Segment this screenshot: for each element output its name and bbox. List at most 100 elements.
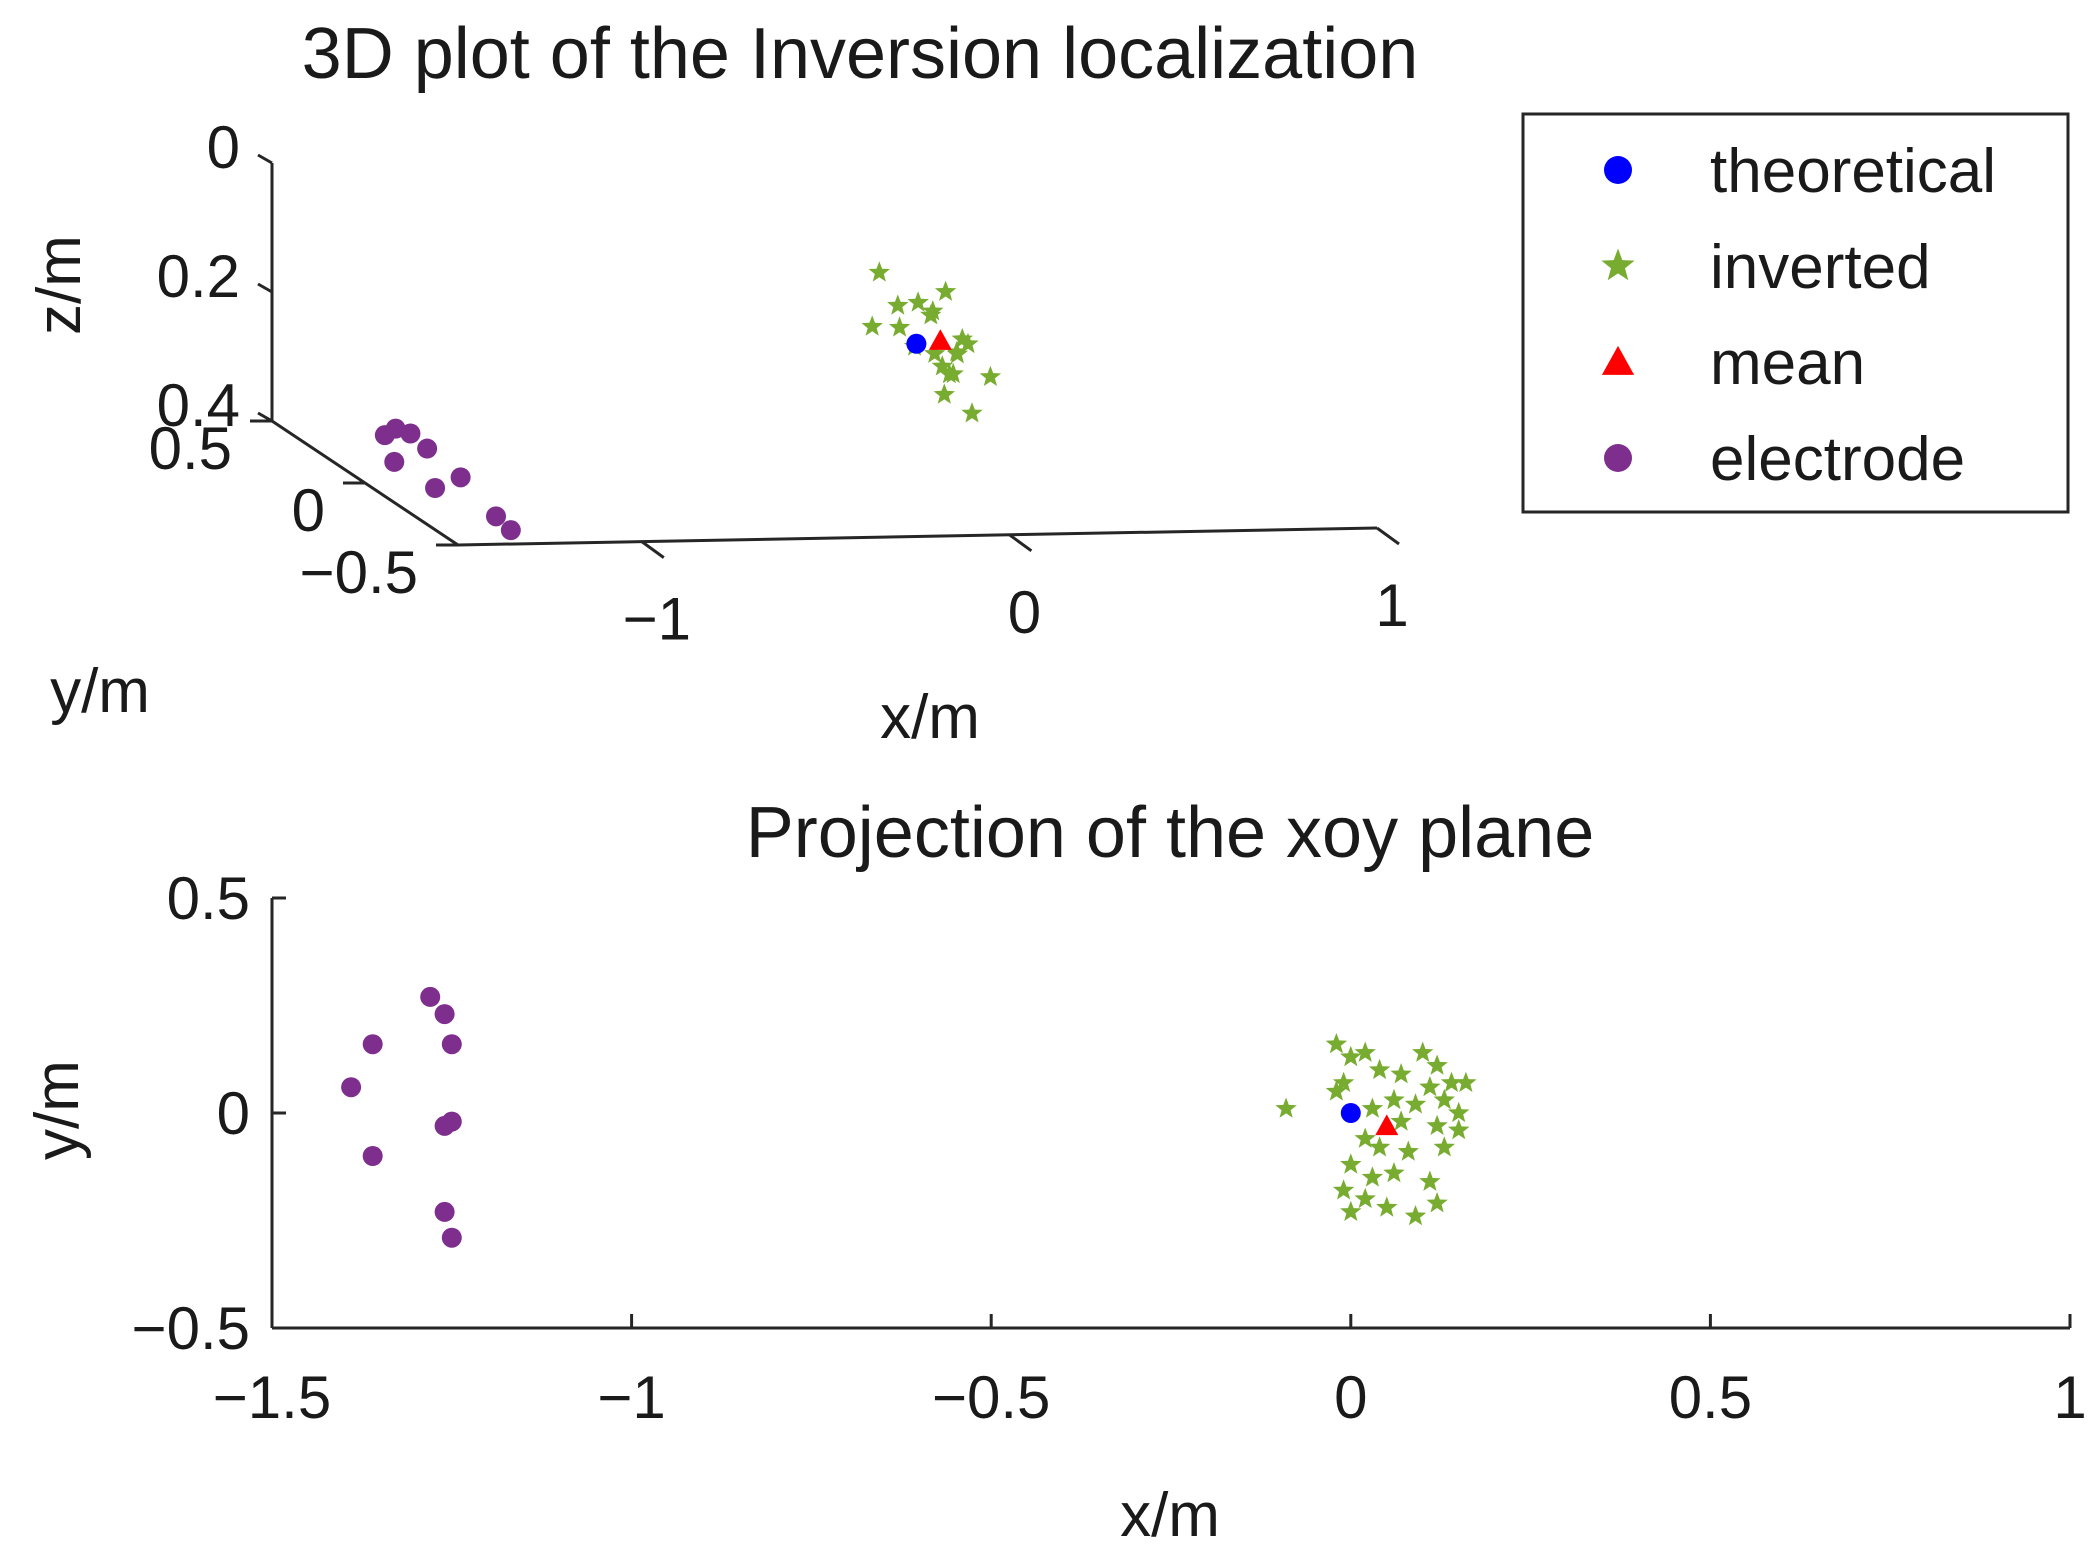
plot-2d-theoretical-point (1340, 1103, 1361, 1123)
plot-3d-inverted-point (933, 383, 955, 404)
plot-3d-theoretical-point (906, 333, 927, 354)
plot-2d-inverted-point (1354, 1187, 1376, 1209)
plot-3d-inverted-point (957, 332, 979, 354)
legend-electrode-label: electrode (1710, 425, 1965, 494)
plot-3d-ztick (257, 411, 273, 423)
plot-2d-inverted-point (1404, 1093, 1427, 1114)
plot-3d-x-axis (457, 526, 1378, 547)
legend-theoretical-marker (1604, 156, 1632, 184)
plot-2d-electrode-point (434, 1115, 455, 1136)
plot-2d-electrode-point (441, 1227, 462, 1248)
plot-2d-inverted-point (1426, 1114, 1448, 1135)
plot-3d-inverted-point (938, 363, 961, 384)
plot-2d-inverted-point (1368, 1136, 1391, 1157)
plot-3d-ztick (257, 153, 273, 165)
plot-2d-inverted-point (1376, 1196, 1398, 1217)
plot-3d-electrode-point (500, 520, 521, 541)
plot-3d: 3D plot of the Inversion localization −1… (25, 14, 1418, 752)
plot-3d-ticks: −1 0 1−0.500.500.20.4 (149, 114, 1409, 653)
plot-2d-electrode-point (441, 1034, 462, 1055)
plot-2d-inverted-point (1325, 1033, 1348, 1054)
plot-2d-xtick-label: −0.5 (932, 1364, 1050, 1431)
legend-inverted-marker (1601, 248, 1635, 281)
plot-2d-electrode-point (434, 1201, 455, 1222)
plot-3d-electrode-point (486, 506, 507, 527)
plot-2d-xtick-label: 0 (1334, 1364, 1367, 1431)
plot-3d-title: 3D plot of the Inversion localization (302, 14, 1419, 94)
plot-2d-electrode-point (341, 1077, 362, 1098)
plot-3d-electrode-point (417, 438, 438, 459)
plot-3d-ztick-label: 0 (207, 114, 240, 181)
plot-2d-inverted-point (1332, 1179, 1355, 1200)
plot-2d-inverted-point (1368, 1058, 1391, 1080)
plot-2d-inverted-point (1383, 1162, 1405, 1183)
plot-2d-ytick-label: 0.5 (167, 865, 250, 932)
plot-3d-electrode-point (400, 423, 421, 444)
plot-3d-electrode-point (384, 451, 405, 472)
plot-2d-ylabel: y/m (23, 1060, 92, 1160)
plot-2d-inverted-point (1412, 1041, 1434, 1062)
legend-mean-marker (1601, 345, 1635, 375)
plot-2d-inverted-point (1448, 1119, 1470, 1140)
plot-3d-electrode-point (450, 467, 471, 488)
plot-2d-inverted-point (1426, 1192, 1448, 1213)
plot-3d-inverted-point (868, 261, 890, 282)
plot-2d-inverted-point (1433, 1088, 1455, 1110)
legend: theoretical inverted mean electrode (1521, 112, 2070, 514)
plot-2d-marks (341, 986, 1477, 1248)
plot-3d-inverted-point (961, 402, 983, 423)
plot-2d-xtick-label: −1.5 (213, 1364, 331, 1431)
plot-3d-inverted-point (924, 342, 946, 363)
plot-3d-inverted-point (979, 365, 1002, 386)
plot-2d-electrode-point (362, 1034, 383, 1055)
plot-2d-axes (270, 898, 2070, 1330)
plot-3d-inverted-point (934, 280, 957, 301)
plot-2d-electrode-point (420, 986, 441, 1007)
plot-3d-ztick-label: 0.2 (157, 243, 240, 310)
plot-3d-marks (374, 261, 1002, 541)
plot-3d-xtick-label: 0 (1008, 579, 1041, 646)
plot-2d: Projection of the xoy plane −1.5 −1 −0.5 0 0… (23, 793, 2087, 1550)
legend-inverted-label: inverted (1710, 233, 1931, 302)
plot-2d-inverted-point (1325, 1080, 1348, 1101)
legend-mean-label: mean (1710, 329, 1865, 398)
plot-2d-inverted-point (1455, 1071, 1477, 1092)
plot-2d-inverted-point (1340, 1153, 1362, 1174)
plot-2d-inverted-point (1419, 1170, 1441, 1191)
plot-2d-inverted-point (1440, 1071, 1463, 1092)
plot-2d-inverted-point (1354, 1127, 1376, 1148)
plot-3d-zlabel: z/m (25, 235, 94, 335)
plot-2d-inverted-point (1275, 1097, 1297, 1118)
plot-3d-inverted-point (946, 343, 969, 364)
plot-2d-inverted-point (1433, 1136, 1455, 1157)
plot-2d-inverted-point (1426, 1054, 1448, 1075)
plot-3d-xtick (1008, 533, 1033, 553)
plot-2d-inverted-point (1361, 1097, 1384, 1118)
plot-3d-ytick-label: 0.5 (149, 415, 232, 482)
plot-3d-inverted-point (861, 315, 883, 336)
plot-3d-inverted-point (887, 294, 909, 315)
plot-3d-electrode-point (425, 477, 446, 498)
plot-2d-ytick-label: 0 (217, 1080, 250, 1147)
plot-2d-ytick-label: −0.5 (132, 1295, 250, 1362)
plot-3d-ztick (257, 282, 273, 294)
plot-3d-ylabel: y/m (50, 657, 150, 726)
plot-2d-xlabel: x/m (1120, 1481, 1220, 1550)
plot-2d-inverted-point (1340, 1045, 1362, 1067)
plot-3d-xtick-label: 1 (1375, 572, 1408, 639)
plot-3d-inverted-point (931, 355, 953, 376)
plot-2d-electrode-point (434, 1004, 455, 1025)
plot-2d-inverted-point (1448, 1101, 1470, 1123)
plot-3d-xtick-label: −1 (623, 586, 691, 653)
plot-3d-ytick-label: 0 (292, 477, 325, 544)
plot-2d-mean-point (1375, 1114, 1399, 1136)
plot-3d-inverted-point (922, 300, 944, 321)
plot-2d-inverted-point (1390, 1063, 1412, 1084)
plot-2d-ticks: −1.5 −1 −0.5 0 0.5 1 −0.5 0 0.5 (132, 865, 2087, 1431)
plot-2d-inverted-point (1419, 1076, 1441, 1097)
legend-theoretical-label: theoretical (1710, 137, 1996, 206)
plot-2d-inverted-point (1332, 1071, 1355, 1092)
legend-electrode-marker (1604, 444, 1632, 472)
plot-2d-inverted-point (1383, 1088, 1405, 1110)
